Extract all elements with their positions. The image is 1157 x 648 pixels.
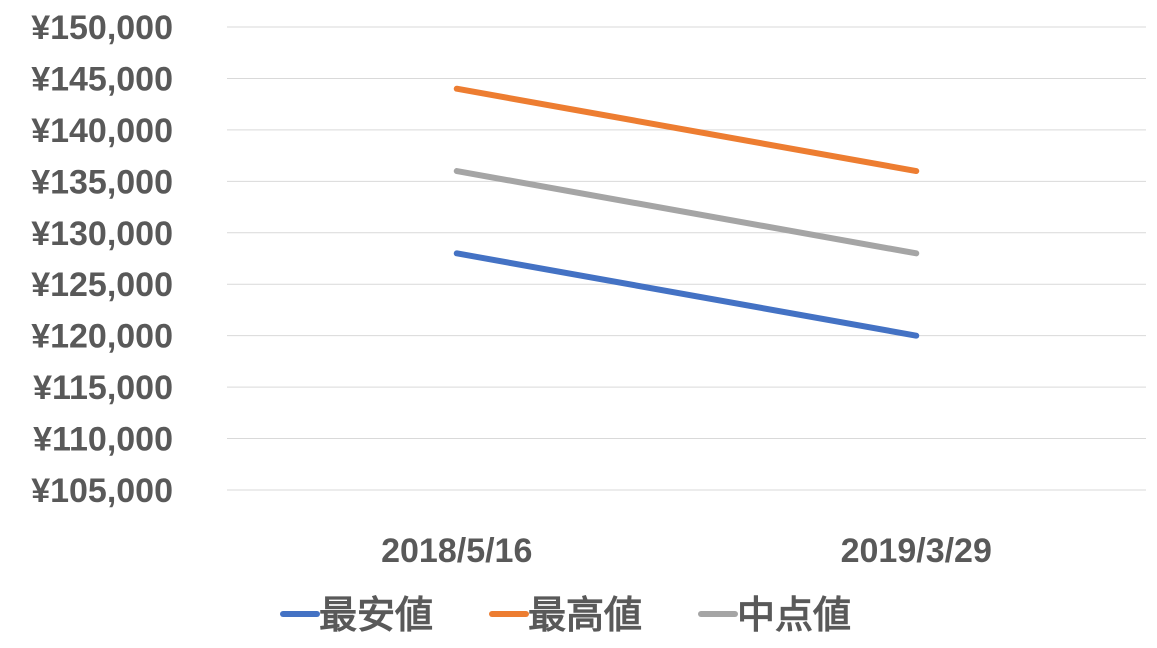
y-axis-tick-labels: ¥150,000 ¥145,000 ¥140,000 ¥135,000 ¥130,000… [31,9,173,510]
series-lines [453,85,920,339]
y-tick-label: ¥145,000 [31,60,173,98]
legend-label: 中点値 [737,593,851,637]
legend-label: 最高値 [528,593,642,637]
y-tick-label: ¥140,000 [31,112,173,150]
series-line [453,168,920,257]
legend-label: 最安値 [319,593,433,637]
legend: 最安値 最高値 中点値 [280,593,851,637]
x-tick-label: 2018/5/16 [381,532,532,570]
y-tick-label: ¥105,000 [31,472,173,510]
x-axis-tick-labels: 2018/5/16 2019/3/29 [381,532,992,570]
y-tick-label: ¥150,000 [31,9,173,47]
y-tick-label: ¥130,000 [31,215,173,253]
y-tick-label: ¥120,000 [31,318,173,356]
y-tick-label: ¥115,000 [33,369,173,407]
y-tick-label: ¥135,000 [31,163,173,201]
gridlines [227,26,1146,491]
series-line [453,250,920,339]
series-line [453,85,920,175]
x-tick-label: 2019/3/29 [841,532,992,570]
y-tick-label: ¥110,000 [33,421,173,459]
y-tick-label: ¥125,000 [31,266,173,304]
